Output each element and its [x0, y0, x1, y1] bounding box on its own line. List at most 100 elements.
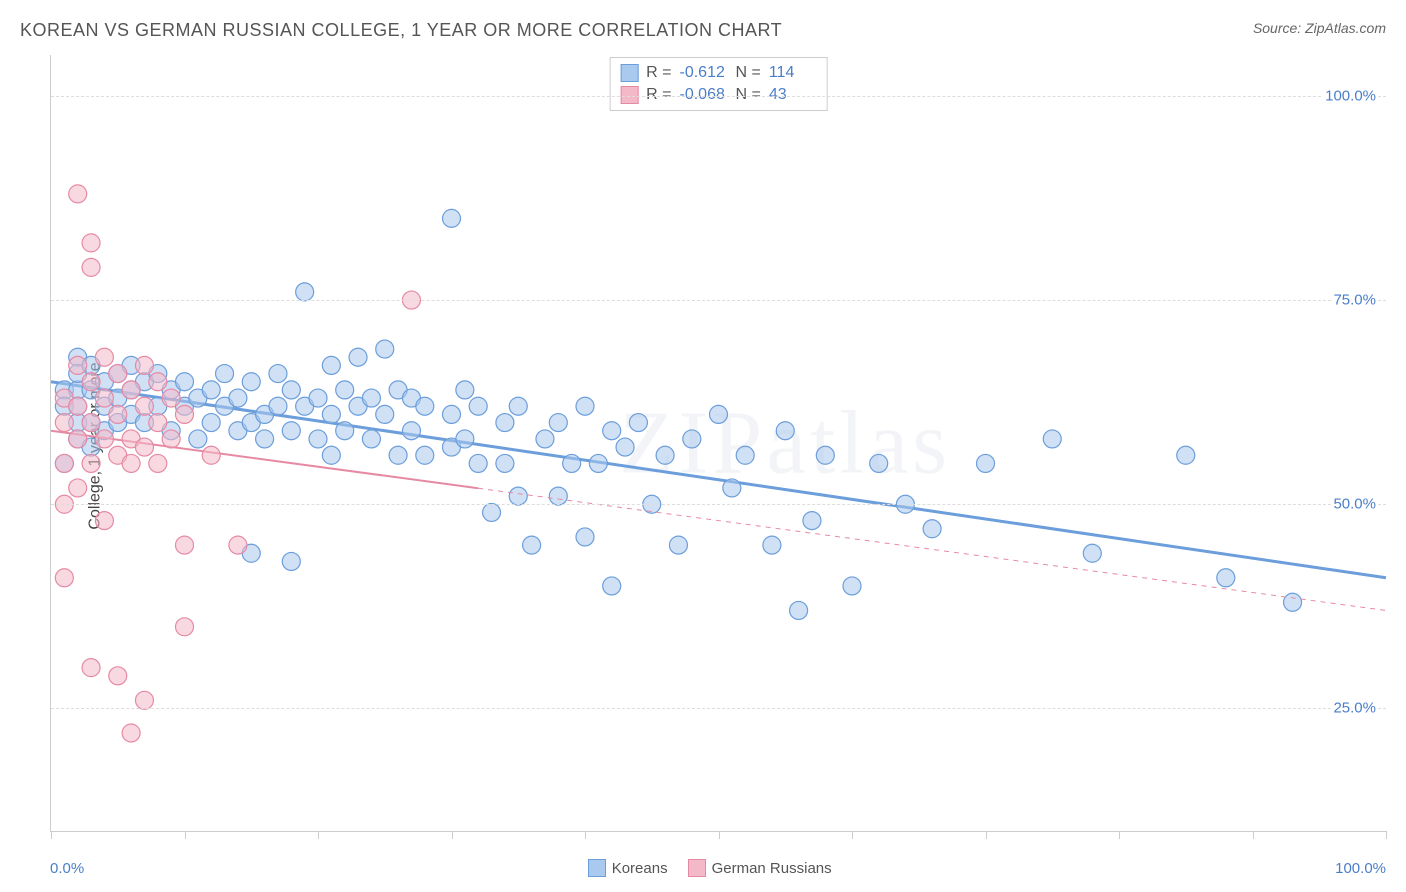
- data-point: [55, 569, 73, 587]
- data-point: [336, 422, 354, 440]
- x-tick: [1253, 831, 1254, 839]
- legend-item: German Russians: [688, 859, 832, 877]
- data-point: [309, 430, 327, 448]
- data-point: [269, 397, 287, 415]
- data-point: [629, 414, 647, 432]
- data-point: [82, 234, 100, 252]
- data-point: [69, 356, 87, 374]
- data-point: [416, 397, 434, 415]
- data-point: [669, 536, 687, 554]
- data-point: [189, 430, 207, 448]
- data-point: [149, 373, 167, 391]
- data-point: [202, 414, 220, 432]
- data-point: [763, 536, 781, 554]
- data-point: [322, 405, 340, 423]
- data-point: [216, 365, 234, 383]
- x-tick: [719, 831, 720, 839]
- data-point: [402, 422, 420, 440]
- legend-item: Koreans: [588, 859, 668, 877]
- x-tick: [1119, 831, 1120, 839]
- x-tick: [318, 831, 319, 839]
- stat-r-label: R =: [646, 64, 671, 82]
- data-point: [1083, 544, 1101, 562]
- data-point: [242, 373, 260, 391]
- data-point: [149, 414, 167, 432]
- data-point: [509, 397, 527, 415]
- data-point: [443, 209, 461, 227]
- data-point: [202, 381, 220, 399]
- legend-swatch: [620, 64, 638, 82]
- data-point: [496, 414, 514, 432]
- data-point: [576, 528, 594, 546]
- data-point: [523, 536, 541, 554]
- data-point: [229, 536, 247, 554]
- stats-legend: R =-0.612N =114R =-0.068N =43: [609, 57, 828, 111]
- stat-n-value: 114: [769, 64, 817, 82]
- data-point: [135, 438, 153, 456]
- data-point: [349, 348, 367, 366]
- x-tick: [51, 831, 52, 839]
- y-tick-label: 75.0%: [1331, 292, 1378, 309]
- data-point: [282, 422, 300, 440]
- y-tick-label: 25.0%: [1331, 700, 1378, 717]
- data-point: [443, 405, 461, 423]
- data-point: [549, 487, 567, 505]
- data-point: [282, 552, 300, 570]
- data-point: [456, 430, 474, 448]
- data-point: [362, 430, 380, 448]
- data-point: [122, 724, 140, 742]
- y-tick-label: 100.0%: [1323, 87, 1378, 104]
- gridline: [51, 300, 1386, 301]
- data-point: [309, 389, 327, 407]
- data-point: [109, 667, 127, 685]
- scatter-plot: [51, 55, 1386, 831]
- data-point: [362, 389, 380, 407]
- data-point: [82, 454, 100, 472]
- data-point: [870, 454, 888, 472]
- data-point: [616, 438, 634, 456]
- data-point: [1177, 446, 1195, 464]
- data-point: [509, 487, 527, 505]
- data-point: [536, 430, 554, 448]
- gridline: [51, 96, 1386, 97]
- data-point: [563, 454, 581, 472]
- data-point: [576, 397, 594, 415]
- data-point: [69, 479, 87, 497]
- bottom-legend: Koreans German Russians: [588, 859, 832, 877]
- x-tick: [585, 831, 586, 839]
- data-point: [469, 397, 487, 415]
- data-point: [336, 381, 354, 399]
- data-point: [82, 659, 100, 677]
- data-point: [376, 340, 394, 358]
- data-point: [69, 430, 87, 448]
- data-point: [162, 430, 180, 448]
- data-point: [269, 365, 287, 383]
- data-point: [282, 381, 300, 399]
- bottom-bar: 0.0% KoreansGerman Russians 100.0%: [50, 859, 1386, 877]
- data-point: [135, 691, 153, 709]
- stat-n-label: N =: [736, 64, 761, 82]
- data-point: [376, 405, 394, 423]
- data-point: [1284, 593, 1302, 611]
- stats-row: R =-0.612N =114: [620, 62, 817, 84]
- x-tick: [852, 831, 853, 839]
- data-point: [683, 430, 701, 448]
- data-point: [95, 389, 113, 407]
- x-tick: [1386, 831, 1387, 839]
- data-point: [176, 405, 194, 423]
- data-point: [603, 422, 621, 440]
- data-point: [149, 454, 167, 472]
- data-point: [496, 454, 514, 472]
- data-point: [69, 185, 87, 203]
- data-point: [790, 601, 808, 619]
- data-point: [202, 446, 220, 464]
- data-point: [162, 389, 180, 407]
- data-point: [923, 520, 941, 538]
- x-tick: [185, 831, 186, 839]
- data-point: [843, 577, 861, 595]
- data-point: [109, 405, 127, 423]
- data-point: [256, 430, 274, 448]
- data-point: [803, 512, 821, 530]
- data-point: [122, 454, 140, 472]
- legend-swatch: [588, 859, 606, 877]
